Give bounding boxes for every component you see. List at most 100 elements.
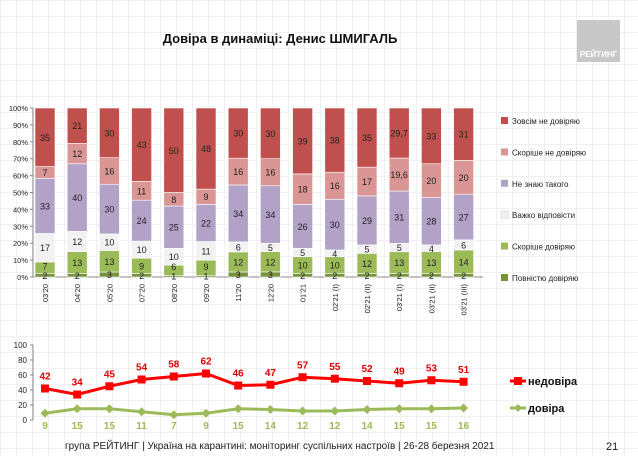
- line-y-tick-label: 20: [18, 401, 27, 410]
- data-label: 42: [39, 372, 51, 383]
- bar-data-label: 10: [104, 238, 114, 248]
- bar-segment: [388, 107, 410, 159]
- legend-label: Зовсім не довіряю: [512, 117, 580, 126]
- bar-data-label: 48: [201, 144, 211, 154]
- line-y-tick-label: 80: [18, 356, 27, 365]
- data-label: 55: [329, 362, 341, 373]
- logo-text: РЕЙТИНГ: [579, 50, 618, 59]
- bar-data-label: 19,6: [390, 170, 408, 180]
- bar-data-label: 6: [461, 240, 466, 250]
- data-marker: [72, 404, 82, 414]
- bar-segment: [292, 107, 313, 175]
- data-marker: [169, 372, 178, 381]
- data-marker: [395, 379, 404, 388]
- bar-data-label: 8: [171, 195, 176, 205]
- bar-data-label: 2: [364, 271, 369, 281]
- bar-segment: [453, 107, 474, 161]
- footer-text: група РЕЙТИНГ | Україна на карантині: мо…: [65, 441, 495, 452]
- bar-data-label: 3: [107, 270, 112, 280]
- bar-data-label: 2: [332, 271, 337, 281]
- bar-data-label: 10: [137, 245, 147, 255]
- data-marker: [104, 404, 114, 414]
- bar-data-label: 17: [40, 243, 50, 253]
- x-tick-label: 11'20: [234, 284, 243, 302]
- bar-data-label: 3: [236, 270, 241, 280]
- bar-segment: [99, 107, 120, 159]
- bar-segment: [324, 107, 346, 173]
- data-marker: [394, 404, 404, 414]
- x-tick-label: 08'20: [170, 284, 179, 302]
- data-marker: [330, 406, 340, 416]
- bar-data-label: 13: [426, 258, 436, 268]
- bar-segment: [195, 107, 217, 190]
- bar-data-label: 14: [459, 257, 469, 267]
- bar-data-label: 22: [201, 218, 211, 228]
- bar-data-label: 40: [72, 193, 82, 203]
- line-y-tick-label: 60: [18, 371, 27, 380]
- bar-data-label: 21: [72, 121, 82, 131]
- bar-segment: [260, 107, 281, 160]
- bar-data-label: 16: [330, 181, 340, 191]
- line-y-tick-label: 100: [14, 341, 28, 350]
- bar-data-label: 1: [171, 272, 176, 282]
- bar-data-label: 30: [104, 205, 114, 215]
- bar-data-label: 9: [203, 262, 208, 272]
- bar-data-label: 43: [137, 140, 147, 150]
- legend-label: Повністю довіряю: [512, 274, 578, 283]
- data-label: 14: [361, 421, 373, 432]
- bar-data-label: 9: [139, 261, 144, 271]
- data-marker: [265, 405, 275, 414]
- bar-data-label: 16: [265, 168, 275, 178]
- bar-data-label: 12: [233, 257, 243, 267]
- data-marker: [105, 382, 114, 391]
- data-label: 15: [72, 421, 84, 432]
- bar-segment: [163, 107, 185, 193]
- y-tick-label: 30%: [13, 222, 28, 231]
- bar-data-label: 16: [233, 167, 243, 177]
- bar-segment: [131, 107, 152, 182]
- data-marker: [234, 381, 243, 390]
- legend-label: Важко відповісти: [512, 211, 575, 220]
- data-label: 51: [458, 365, 470, 376]
- legend-swatch: [500, 210, 509, 219]
- x-tick-label: 03'21 (III): [460, 284, 469, 316]
- bar-data-label: 17: [362, 177, 372, 187]
- data-marker: [233, 404, 243, 414]
- bar-data-label: 30: [330, 220, 340, 230]
- bar-data-label: 2: [139, 271, 144, 281]
- data-marker: [330, 374, 339, 383]
- data-marker: [362, 405, 372, 414]
- bar-data-label: 13: [394, 258, 404, 268]
- data-marker: [298, 406, 308, 416]
- bar-segment: [421, 107, 442, 165]
- bar-data-label: 29,7: [390, 129, 408, 139]
- bar-data-label: 6: [171, 262, 176, 272]
- data-label: 34: [72, 378, 84, 389]
- y-tick-label: 0%: [17, 273, 28, 282]
- bar-data-label: 2: [75, 271, 80, 281]
- bar-data-label: 30: [104, 128, 114, 138]
- y-tick-label: 90%: [13, 121, 28, 130]
- bar-data-label: 25: [169, 223, 179, 233]
- data-marker: [169, 410, 179, 420]
- data-label: 15: [394, 421, 406, 432]
- bar-data-label: 35: [40, 133, 50, 143]
- bar-data-label: 5: [268, 243, 273, 253]
- bar-data-label: 12: [265, 257, 275, 267]
- bar-data-label: 9: [203, 192, 208, 202]
- data-marker: [427, 376, 436, 385]
- data-label: 62: [200, 357, 212, 368]
- bar-data-label: 2: [461, 271, 466, 281]
- bar-data-label: 10: [330, 261, 340, 271]
- line-y-tick-label: 0: [23, 416, 28, 425]
- legend-marker: [514, 404, 522, 412]
- bar-data-label: 12: [362, 259, 372, 269]
- legend-label: недовіра: [528, 376, 578, 388]
- data-label: 15: [426, 421, 438, 432]
- data-label: 53: [426, 363, 438, 374]
- bar-data-label: 11: [137, 186, 146, 196]
- legend-swatch: [501, 117, 508, 124]
- bar-data-label: 12: [72, 237, 82, 247]
- bar-data-label: 11: [201, 246, 210, 256]
